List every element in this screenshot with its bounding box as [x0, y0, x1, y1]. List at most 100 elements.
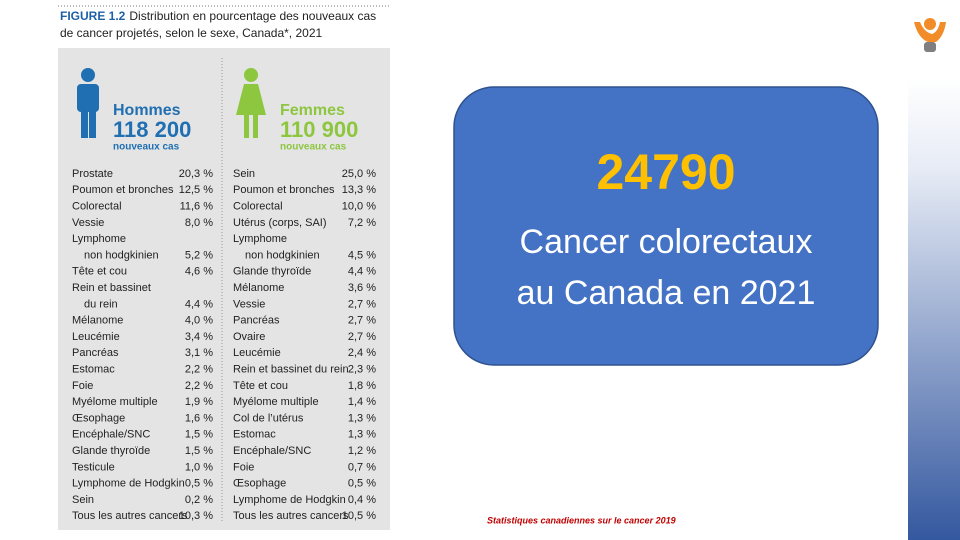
row-name: Foie	[72, 380, 93, 392]
callout-box	[453, 86, 879, 366]
men-subtitle: nouveaux cas	[113, 142, 180, 153]
row-name: Foie	[233, 461, 254, 473]
row-value: 1,9 %	[185, 396, 213, 408]
row-value: 0,4 %	[348, 494, 376, 506]
row-value: 2,7 %	[348, 331, 376, 343]
rows: Prostate 20,3 % Poumon et bronches 12,5 % Co…	[72, 168, 376, 522]
row-name: Col de l’utérus	[233, 412, 304, 424]
row-name: Encéphale/SNC	[72, 429, 150, 441]
row-name: Pancréas	[72, 347, 119, 359]
row-name: Tête et cou	[233, 380, 288, 392]
row-name: Colorectal	[233, 201, 283, 213]
row-name: Mélanome	[72, 315, 123, 327]
row-value: 2,7 %	[348, 298, 376, 310]
row-name: Sein	[72, 494, 94, 506]
callout-number: 24790	[596, 144, 735, 200]
row-name: Utérus (corps, SAI)	[233, 217, 327, 229]
row-value: 4,0 %	[185, 315, 213, 327]
row-name: Glande thyroïde	[72, 445, 150, 457]
row-value: 2,7 %	[348, 315, 376, 327]
man-icon	[77, 68, 99, 138]
side-bar	[908, 78, 960, 540]
men-heading: Hommes	[113, 102, 181, 119]
row-value: 1,2 %	[348, 445, 376, 457]
row-name: Vessie	[233, 298, 265, 310]
row-name: Mélanome	[233, 282, 284, 294]
woman-icon	[236, 68, 266, 138]
row-value: 3,1 %	[185, 347, 213, 359]
row-name: Poumon et bronches	[233, 184, 335, 196]
row-value: 1,5 %	[185, 445, 213, 457]
row-name: Estomac	[72, 364, 115, 376]
row-name: Pancréas	[233, 315, 280, 327]
row-name: Estomac	[233, 429, 276, 441]
row-value: 4,4 %	[348, 266, 376, 278]
row-value: 0,7 %	[348, 461, 376, 473]
row-name: Rein et bassinet du rein	[233, 364, 349, 376]
row-value: 10,3 %	[179, 510, 213, 522]
row-value: 1,3 %	[348, 412, 376, 424]
row-name: non hodgkinien	[245, 249, 320, 261]
row-value: 3,6 %	[348, 282, 376, 294]
row-value: 1,3 %	[348, 429, 376, 441]
row-name: Sein	[233, 168, 255, 180]
source: Statistiques canadiennes sur le cancer 2…	[487, 515, 676, 525]
figure-panel	[58, 48, 390, 530]
women-heading: Femmes	[280, 102, 345, 119]
row-name: Myélome multiple	[233, 396, 319, 408]
row-value: 20,3 %	[179, 168, 213, 180]
row-name: Leucémie	[233, 347, 281, 359]
women-subtitle: nouveaux cas	[280, 142, 347, 153]
row-name: Testicule	[72, 461, 115, 473]
row-value: 8,0 %	[185, 217, 213, 229]
row-name: Myélome multiple	[72, 396, 158, 408]
row-name: Poumon et bronches	[72, 184, 174, 196]
row-value: 1,5 %	[185, 429, 213, 441]
row-name: Lymphome	[72, 233, 126, 245]
women-count: 110 900	[280, 117, 358, 142]
row-value: 1,4 %	[348, 396, 376, 408]
row-value: 1,8 %	[348, 380, 376, 392]
row-name: Lymphome	[233, 233, 287, 245]
row-value: 5,2 %	[185, 249, 213, 261]
row-name: Tous les autres cancers	[72, 510, 188, 522]
row-value: 2,4 %	[348, 347, 376, 359]
figure-label: FIGURE 1.2	[60, 9, 126, 23]
row-value: 10,5 %	[342, 510, 376, 522]
callout-line: au Canada en 2021	[517, 274, 816, 312]
row-name: Ovaire	[233, 331, 265, 343]
row-value: 10,0 %	[342, 201, 376, 213]
row-value: 0,5 %	[185, 478, 213, 490]
row-value: 4,5 %	[348, 249, 376, 261]
row-value: 0,2 %	[185, 494, 213, 506]
row-name: Colorectal	[72, 201, 122, 213]
row-value: 0,5 %	[348, 478, 376, 490]
callout-line: Cancer colorectaux	[520, 223, 813, 261]
figure-title-line: de cancer projetés, selon le sexe, Canad…	[60, 26, 322, 40]
row-value: 25,0 %	[342, 168, 376, 180]
row-name: Lymphome de Hodgkin	[233, 494, 346, 506]
row-value: 3,4 %	[185, 331, 213, 343]
row-name: Lymphome de Hodgkin	[72, 478, 185, 490]
men-count: 118 200	[113, 117, 191, 142]
row-name: Tête et cou	[72, 266, 127, 278]
row-name: du rein	[84, 298, 118, 310]
row-name: Tous les autres cancers	[233, 510, 349, 522]
row-value: 13,3 %	[342, 184, 376, 196]
row-name: non hodgkinien	[84, 249, 159, 261]
logo	[914, 18, 946, 52]
row-value: 11,6 %	[180, 201, 214, 213]
row-name: Œsophage	[233, 478, 286, 490]
row-name: Encéphale/SNC	[233, 445, 311, 457]
row-value: 4,6 %	[185, 266, 213, 278]
figure-title: FIGURE 1.2 Distribution en pourcentage de…	[60, 9, 376, 23]
row-value: 12,5 %	[179, 184, 213, 196]
row-value: 2,3 %	[348, 364, 376, 376]
figure-title-line: Distribution en pourcentage des nouveaux…	[129, 9, 376, 23]
row-name: Glande thyroïde	[233, 266, 311, 278]
row-value: 1,6 %	[185, 412, 213, 424]
row-value: 2,2 %	[185, 364, 213, 376]
row-name: Rein et bassinet	[72, 282, 151, 294]
row-name: Œsophage	[72, 412, 125, 424]
